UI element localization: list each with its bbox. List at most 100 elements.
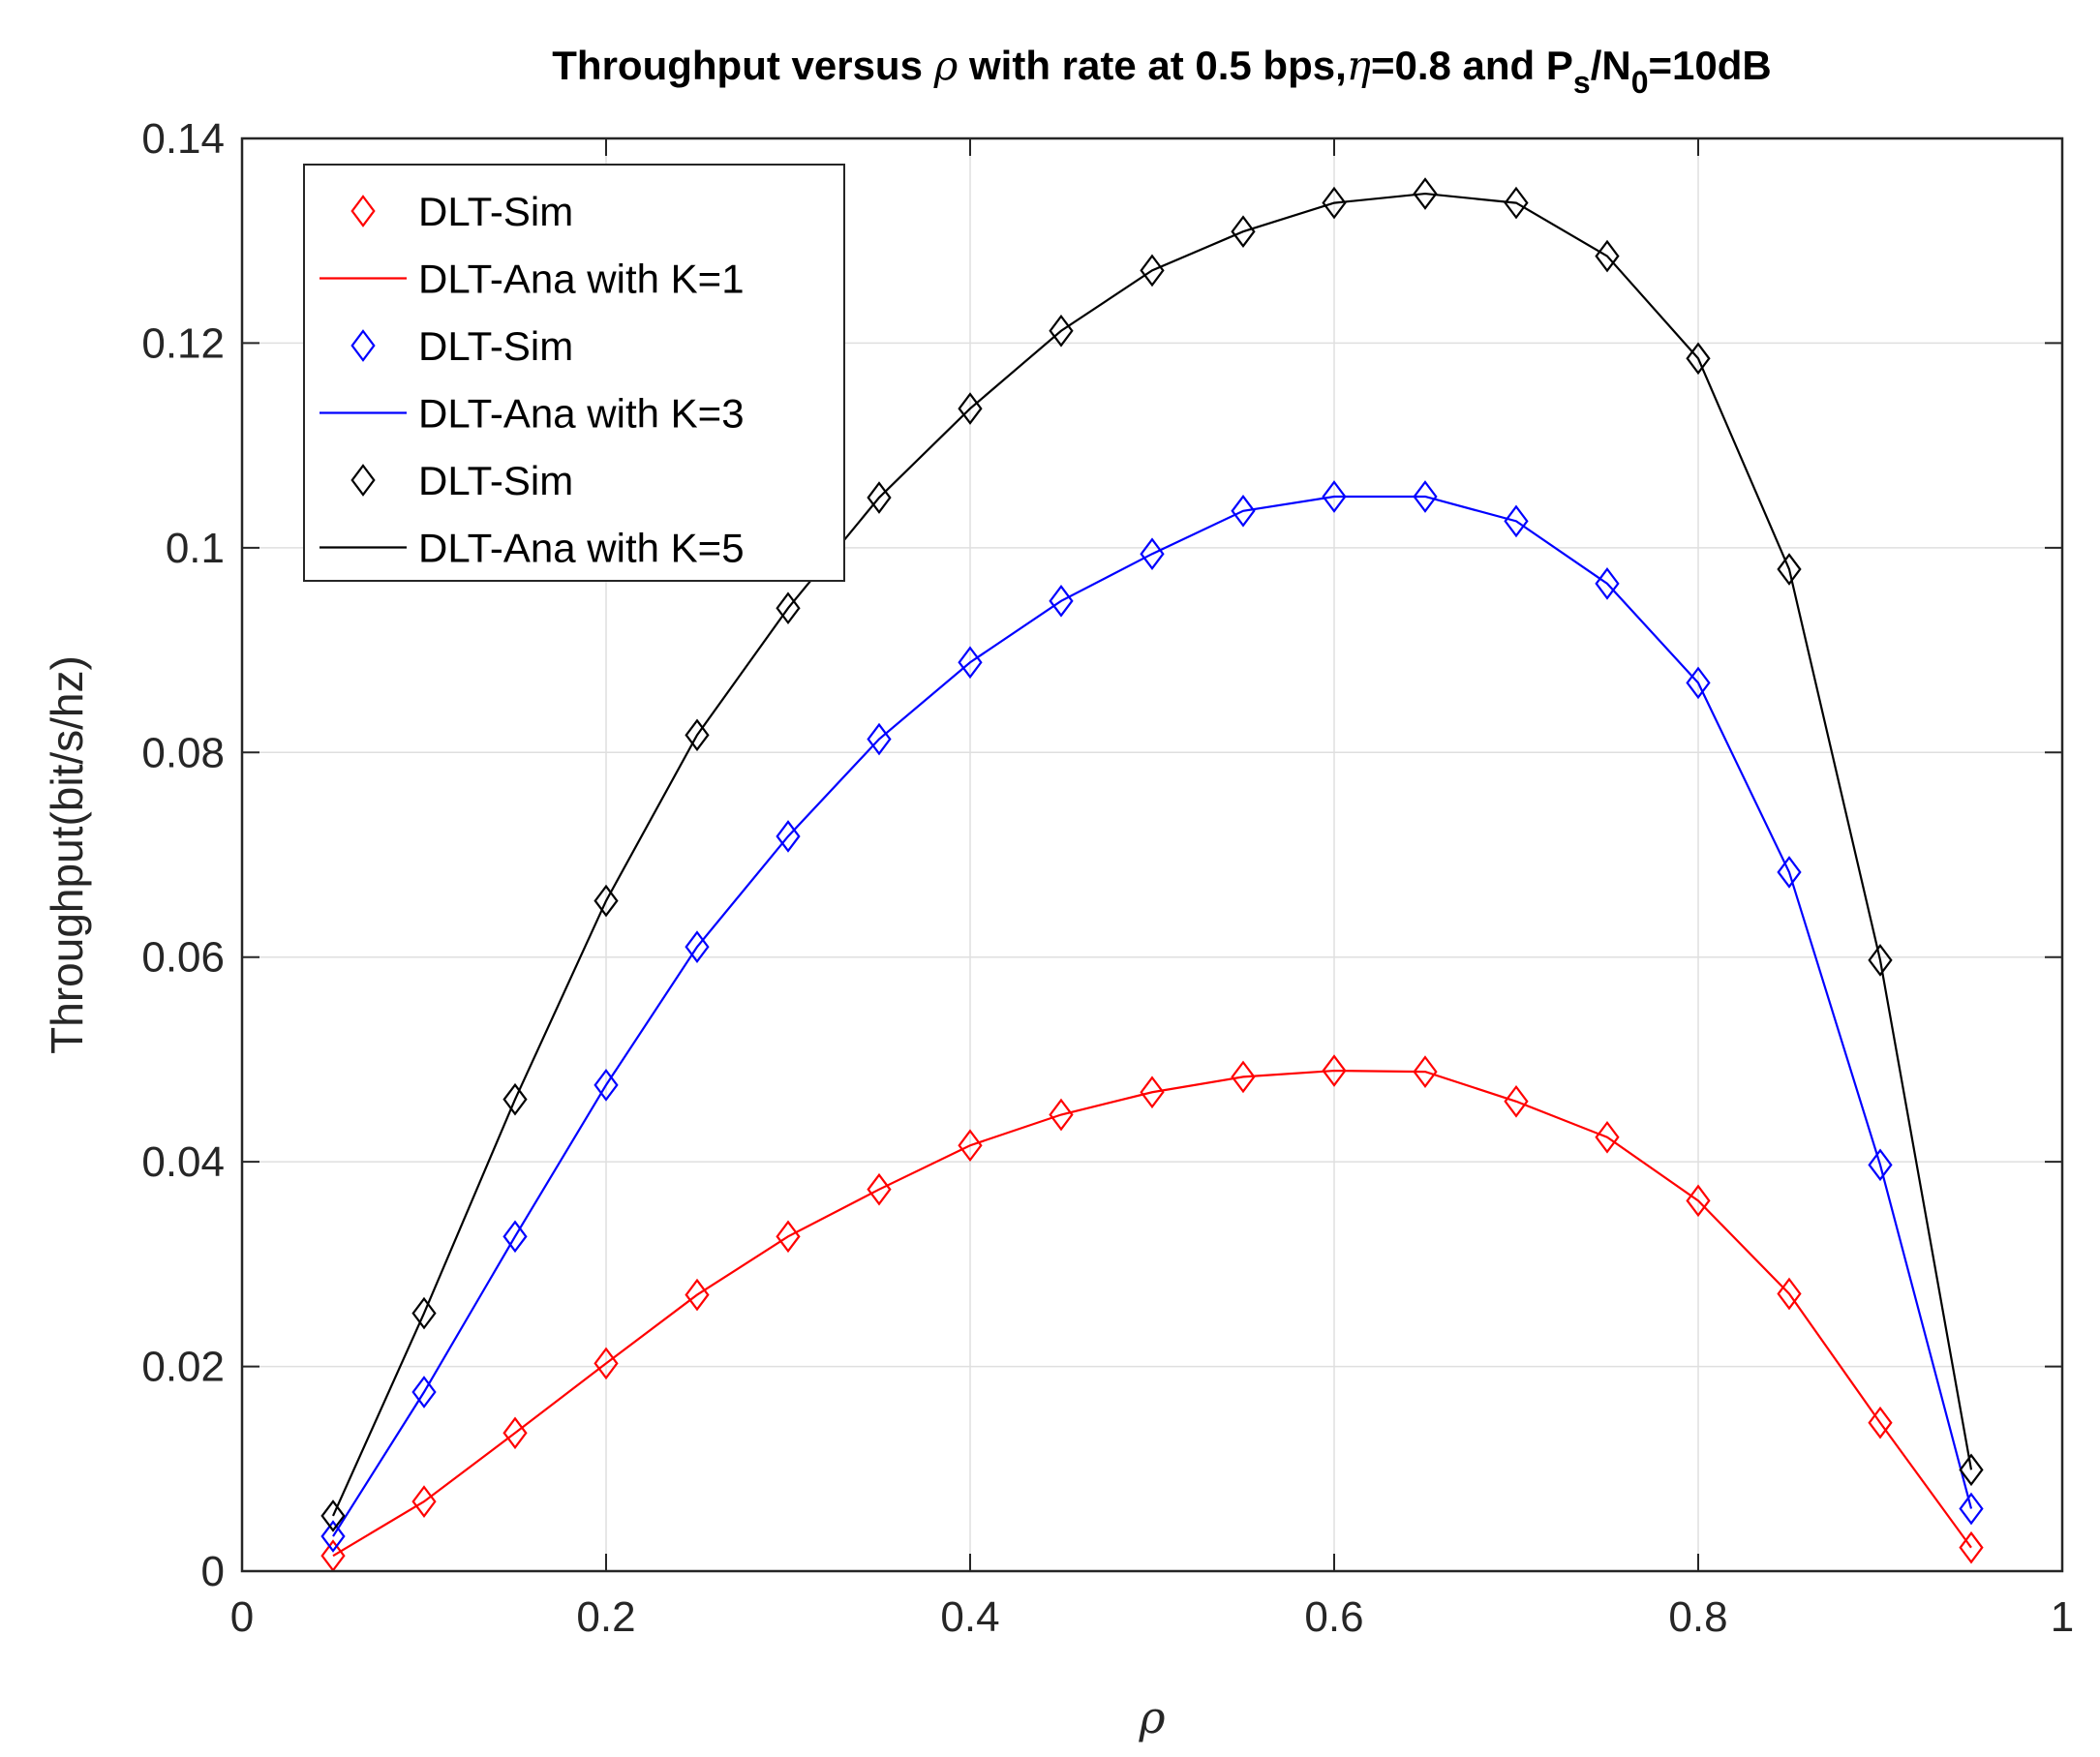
x-axis-label: ρ — [1138, 1691, 1165, 1743]
series-marker-2 — [867, 722, 892, 756]
title-rho: ρ — [933, 42, 959, 89]
series-marker-1 — [411, 1485, 437, 1518]
title-part1: Throughput versus — [552, 43, 933, 88]
y-tick-label: 0.06 — [141, 934, 225, 982]
series-layer — [320, 177, 1984, 1572]
series-marker-3 — [1504, 186, 1529, 220]
series-marker-3 — [867, 481, 892, 514]
x-tick-label: 0.2 — [576, 1593, 635, 1641]
series-marker-1 — [593, 1347, 619, 1380]
series-marker-1 — [685, 1278, 710, 1312]
series-marker-1 — [1504, 1084, 1529, 1118]
series-marker-2 — [593, 1069, 619, 1102]
series-marker-1 — [1959, 1530, 1984, 1564]
series-marker-3 — [1868, 944, 1893, 977]
title-part2: with rate at 0.5 bps, — [958, 43, 1346, 88]
title-eta: η — [1347, 42, 1371, 89]
series-marker-2 — [1504, 504, 1529, 538]
series-marker-2 — [958, 646, 983, 680]
series-marker-3 — [1049, 314, 1074, 348]
legend-label-sim-1: DLT-Sim — [418, 189, 573, 234]
legend-marker-sim-3 — [350, 464, 376, 497]
series-marker-3 — [1322, 186, 1347, 220]
chart-title: Throughput versus ρ with rate at 0.5 bps… — [552, 42, 1771, 100]
series-marker-3 — [1140, 254, 1165, 288]
series-marker-3 — [1777, 553, 1802, 586]
series-marker-3 — [958, 392, 983, 425]
series-marker-2 — [1868, 1148, 1893, 1182]
series-marker-3 — [502, 1082, 528, 1116]
legend-label-ana-3: DLT-Ana with K=5 — [418, 526, 745, 571]
series-marker-2 — [411, 1376, 437, 1409]
title-sub-0: 0 — [1631, 65, 1649, 100]
legend-label-ana-2: DLT-Ana with K=3 — [418, 391, 745, 437]
series-marker-2 — [1777, 856, 1802, 889]
series-marker-2 — [502, 1220, 528, 1254]
series-marker-2 — [1231, 494, 1256, 528]
series-marker-1 — [1686, 1184, 1711, 1218]
series-marker-3 — [1959, 1453, 1984, 1487]
series-marker-3 — [1413, 177, 1438, 210]
legend-marker-sim-1 — [350, 195, 376, 227]
y-tick-label: 0 — [201, 1548, 225, 1595]
tick-labels: 0 0.2 0.4 0.6 0.8 1 0 0.02 0.04 0.06 0.08 0.1 0.12 0.… — [141, 115, 2074, 1641]
x-tick-label: 0.8 — [1668, 1593, 1727, 1641]
title-sub-s: s — [1573, 65, 1591, 100]
legend-label-sim-3: DLT-Sim — [418, 458, 573, 503]
series-marker-3 — [776, 591, 801, 625]
series-marker-2 — [1322, 480, 1347, 513]
series-marker-3 — [320, 1500, 346, 1532]
series-marker-2 — [685, 930, 710, 963]
series-marker-2 — [1959, 1492, 1984, 1526]
series-line-3 — [331, 192, 1973, 1517]
x-tick-label: 0 — [230, 1593, 254, 1641]
series-marker-2 — [1049, 584, 1074, 618]
series-line-2 — [332, 495, 1973, 1537]
title-part4: =10dB — [1648, 43, 1771, 88]
series-marker-1 — [1322, 1054, 1347, 1087]
series-marker-2 — [1413, 480, 1438, 513]
y-tick-label: 0.1 — [166, 525, 225, 572]
legend-box — [303, 164, 845, 582]
series-marker-1 — [1231, 1060, 1256, 1094]
series-marker-1 — [1777, 1277, 1802, 1311]
series-line-1 — [332, 1069, 1972, 1558]
title-slash: /N — [1591, 43, 1631, 88]
legend-label-ana-1: DLT-Ana with K=1 — [418, 257, 745, 302]
y-tick-label: 0.14 — [141, 115, 225, 163]
series-marker-1 — [1049, 1098, 1074, 1132]
x-tick-label: 0.6 — [1304, 1593, 1363, 1641]
series-marker-2 — [1595, 567, 1620, 600]
series-marker-1 — [958, 1129, 983, 1163]
series-marker-1 — [1413, 1055, 1438, 1088]
series-marker-2 — [320, 1520, 346, 1553]
series-marker-1 — [1595, 1120, 1620, 1154]
series-marker-3 — [411, 1296, 437, 1330]
series-marker-1 — [1868, 1406, 1893, 1439]
series-marker-1 — [867, 1172, 892, 1206]
series-marker-2 — [776, 820, 801, 853]
legend-label-sim-2: DLT-Sim — [418, 323, 573, 369]
series-marker-3 — [1686, 342, 1711, 376]
series-marker-3 — [1595, 239, 1620, 273]
series-marker-3 — [1231, 215, 1256, 249]
plot-border — [240, 136, 2064, 1573]
series-marker-2 — [1140, 537, 1165, 571]
series-marker-2 — [1686, 666, 1711, 700]
x-tick-label: 0.4 — [940, 1593, 999, 1641]
y-tick-label: 0.02 — [141, 1344, 225, 1391]
y-axis-label: Throughput(bit/s/hz) — [42, 655, 92, 1054]
series-marker-3 — [685, 718, 710, 752]
y-tick-label: 0.12 — [141, 319, 225, 367]
series-marker-3 — [593, 884, 619, 918]
legend-marker-sim-2 — [350, 329, 376, 362]
ticks — [241, 137, 2063, 1572]
x-tick-label: 1 — [2051, 1593, 2074, 1641]
y-tick-label: 0.08 — [141, 729, 225, 776]
series-marker-1 — [1140, 1075, 1165, 1109]
legend: DLT-Sim DLT-Ana with K=1 DLT-Sim DLT-Ana wi… — [303, 164, 845, 582]
series-marker-1 — [776, 1220, 801, 1254]
y-tick-label: 0.04 — [141, 1138, 225, 1186]
title-part3: =0.8 and P — [1371, 43, 1573, 88]
